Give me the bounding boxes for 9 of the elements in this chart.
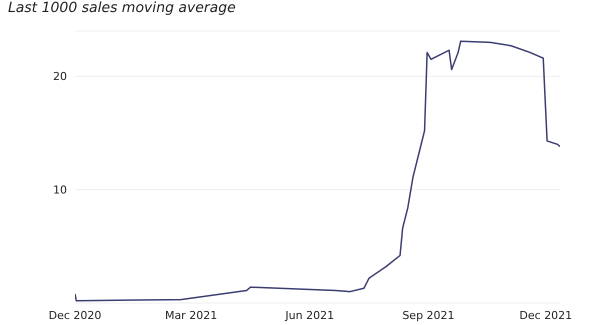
x-tick-label: Mar 2021 <box>164 308 218 322</box>
chart-title: Last 1000 sales moving average <box>8 0 236 16</box>
x-tick-label: Jun 2021 <box>284 308 334 322</box>
y-tick-label: 10 <box>53 184 67 197</box>
x-tick-label: Dec 2020 <box>48 308 102 322</box>
x-tick-label: Dec 2021 <box>519 308 572 322</box>
y-tick-label: 20 <box>53 70 67 84</box>
line-series <box>75 40 560 302</box>
x-tick-label: Sep 2021 <box>402 308 455 322</box>
